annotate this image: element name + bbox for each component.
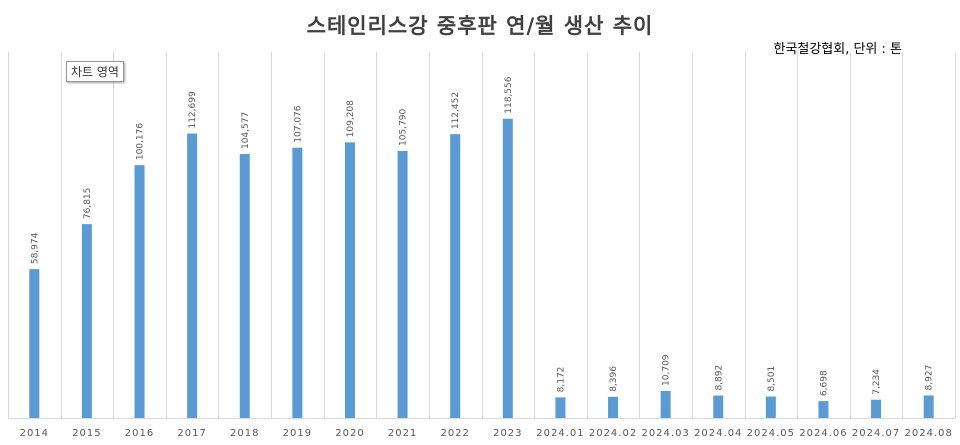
x-tick-label: 2022 xyxy=(440,428,469,439)
bar xyxy=(502,118,513,419)
source-unit-label: 한국철강협회, 단위 : 톤 xyxy=(773,42,902,57)
x-tick-label: 2019 xyxy=(283,428,312,439)
data-label: 109,208 xyxy=(346,100,356,137)
x-tick-label: 2023 xyxy=(493,428,522,439)
data-label: 104,577 xyxy=(241,112,251,149)
data-label: 107,076 xyxy=(293,105,303,142)
data-label: 118,556 xyxy=(504,76,514,113)
bar xyxy=(871,399,882,418)
x-tick-label: 2024.08 xyxy=(905,428,953,439)
x-tick-label: 2024.05 xyxy=(747,428,795,439)
data-label: 6,698 xyxy=(819,370,829,396)
bar xyxy=(765,396,776,418)
x-tick-label: 2020 xyxy=(335,428,364,439)
bar xyxy=(660,390,671,418)
bar xyxy=(134,165,145,418)
x-tick-label: 2017 xyxy=(177,428,206,439)
data-label: 112,699 xyxy=(188,91,198,128)
bar xyxy=(923,395,934,418)
data-label: 112,452 xyxy=(451,92,461,129)
x-tick-label: 2021 xyxy=(388,428,417,439)
x-tick-label: 2024.01 xyxy=(536,428,584,439)
x-tick-label: 2014 xyxy=(20,428,49,439)
bar xyxy=(397,150,408,419)
data-label: 100,176 xyxy=(136,123,146,160)
bar xyxy=(608,396,619,418)
data-label: 8,927 xyxy=(925,365,935,391)
x-tick-label: 2024.04 xyxy=(694,428,742,439)
bar xyxy=(239,154,250,418)
x-tick-label: 2024.06 xyxy=(799,428,847,439)
bar xyxy=(292,147,303,418)
x-tick-label: 2015 xyxy=(72,428,101,439)
data-label: 58,974 xyxy=(30,232,40,264)
chart-area-tooltip: 차트 영역 xyxy=(66,61,124,82)
chart-title: 스테인리스강 중후판 연/월 생산 추이 xyxy=(306,14,654,38)
bar xyxy=(818,401,829,418)
bar xyxy=(81,224,92,418)
x-tick-label: 2024.03 xyxy=(641,428,689,439)
bar xyxy=(29,269,40,418)
data-label: 10,709 xyxy=(662,354,672,386)
data-label: 8,396 xyxy=(609,366,619,392)
data-label: 8,172 xyxy=(556,367,566,393)
data-label: 7,234 xyxy=(872,369,882,395)
x-tick-label: 2024.07 xyxy=(852,428,900,439)
x-tick-label: 2018 xyxy=(230,428,259,439)
bar xyxy=(713,395,724,418)
bar xyxy=(344,142,355,419)
data-label: 76,815 xyxy=(83,188,93,220)
x-tick-label: 2016 xyxy=(125,428,154,439)
data-label: 105,790 xyxy=(399,108,409,145)
bar xyxy=(555,397,566,418)
x-tick-label: 2024.02 xyxy=(589,428,637,439)
bar xyxy=(187,133,198,419)
bar xyxy=(450,134,461,418)
data-label: 8,501 xyxy=(767,366,777,392)
data-label: 8,892 xyxy=(714,365,724,391)
